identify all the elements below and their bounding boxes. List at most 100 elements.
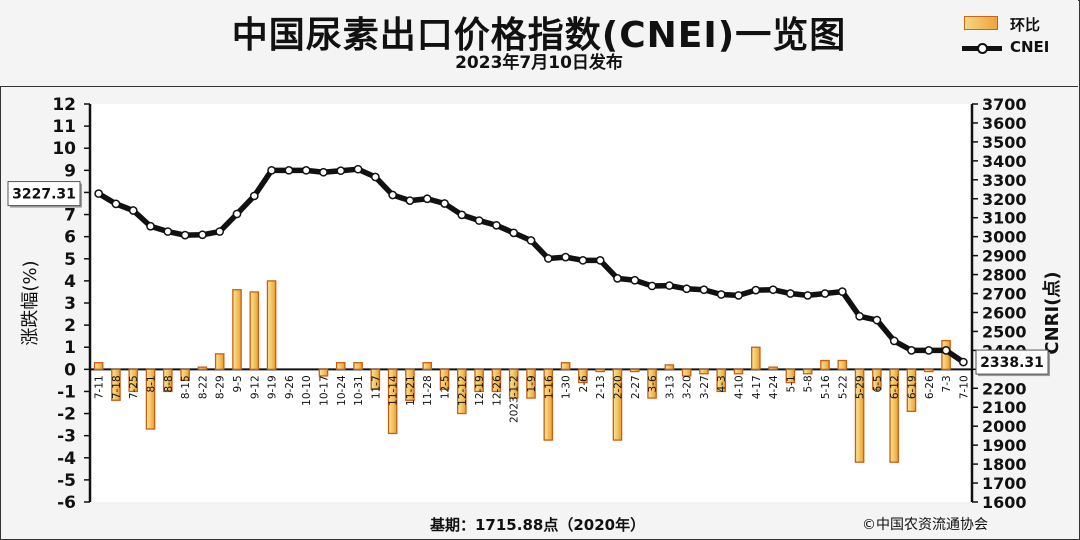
right-tick-label: 2000: [982, 417, 1027, 436]
right-tick-label: 1900: [982, 436, 1027, 455]
category-label: 11-7: [370, 375, 382, 399]
category-label: 3-27: [699, 375, 711, 399]
bar: [578, 368, 588, 384]
cnei-point: [595, 256, 605, 265]
left-tick-label: -6: [57, 493, 76, 513]
right-tick-label: 3000: [982, 228, 1027, 247]
right-tick-label: 2100: [982, 398, 1027, 417]
left-tick-label: 9: [64, 161, 76, 181]
right-tick-label: 1800: [982, 455, 1027, 474]
legend-item-line: CNEI: [962, 36, 1072, 60]
right-tick-label: 3300: [982, 171, 1027, 190]
left-tick-label: 6: [64, 228, 76, 248]
bar: [854, 368, 865, 463]
bar: [595, 368, 605, 373]
category-label: 5-8: [803, 375, 815, 392]
category-label: 9-19: [267, 375, 279, 399]
category-label: 2-20: [612, 375, 624, 399]
bar: [474, 368, 484, 393]
bar: [872, 368, 882, 390]
cnei-point: [665, 281, 674, 290]
right-tick-label: 3500: [982, 133, 1027, 152]
bar: [802, 368, 813, 375]
cnei-point: [267, 165, 276, 175]
legend-label-bar: 环比: [1010, 16, 1041, 34]
cnei-point: [959, 357, 968, 367]
bar: [422, 362, 433, 370]
category-label: 10-31: [353, 375, 365, 406]
category-label: 6-26: [924, 375, 936, 399]
category-label: 2-6: [578, 375, 590, 392]
cnei-point: [198, 230, 207, 240]
cnei-point: [180, 230, 190, 240]
cnei-point: [336, 166, 346, 176]
left-tick-label: 12: [52, 95, 76, 115]
left-tick-label: 11: [52, 117, 76, 137]
category-label: 12-19: [474, 375, 486, 406]
cnei-point: [388, 190, 397, 200]
category-label: 2-27: [630, 375, 642, 399]
cnei-point: [509, 228, 519, 238]
right-tick-label: 2200: [982, 379, 1027, 398]
left-tick-label: 4: [64, 272, 76, 292]
right-tick-label: 3600: [982, 114, 1027, 133]
bar: [560, 362, 571, 370]
bar: [214, 353, 225, 370]
category-label: 9-12: [249, 375, 261, 399]
cnei-point: [422, 194, 432, 204]
bar: [785, 368, 796, 384]
cnei-point: [457, 210, 467, 220]
legend-item-bar: 环比: [962, 12, 1072, 36]
cnei-point: [889, 336, 899, 346]
category-label: 6-19: [906, 375, 918, 399]
bar: [629, 368, 640, 373]
category-label: 10-17: [318, 375, 330, 406]
cnei-point: [734, 291, 743, 300]
category-label: 3-6: [647, 375, 659, 392]
bar: [335, 362, 346, 370]
category-label: 8-15: [180, 375, 192, 399]
bar: [889, 368, 899, 463]
category-label: 7-10: [958, 375, 970, 399]
cnei-point: [440, 199, 449, 208]
cnei-point: [301, 165, 311, 175]
bar: [681, 368, 692, 377]
left-tick-label: -4: [57, 449, 76, 469]
legend: 环比 CNEI: [962, 12, 1072, 60]
bar: [163, 368, 173, 393]
cnei-point: [215, 227, 225, 236]
bar: [664, 364, 675, 370]
callout-label: 3227.31: [12, 187, 76, 203]
cnei-point: [941, 346, 951, 355]
category-label: 4-10: [734, 375, 746, 399]
category-label: 5-16: [820, 375, 832, 399]
category-label: 10-24: [336, 375, 348, 406]
cnei-point: [924, 346, 934, 355]
bar: [768, 366, 778, 370]
cnei-point: [613, 274, 622, 283]
left-tick-label: 2: [64, 316, 76, 336]
category-label: 4-24: [768, 375, 780, 399]
cnei-point: [786, 289, 795, 298]
category-label: 7-11: [94, 375, 106, 399]
bar: [699, 368, 709, 375]
cnei-point: [561, 252, 570, 262]
cnei-point: [405, 196, 415, 206]
bar: [180, 368, 190, 382]
bar: [543, 368, 554, 441]
category-label: 8-1: [146, 375, 158, 392]
right-tick-label: 2700: [982, 285, 1027, 304]
cnei-point: [820, 289, 830, 298]
category-label: 7-18: [111, 375, 123, 399]
cnei-point: [630, 275, 640, 285]
bar: [439, 368, 450, 390]
category-label: 10-10: [301, 375, 313, 406]
left-axis-title: 涨跌幅(%): [20, 260, 41, 345]
left-tick-label: 1: [64, 338, 76, 358]
callout-box: [975, 349, 1049, 375]
category-label: 8-22: [197, 375, 209, 399]
bar: [111, 368, 121, 401]
category-label: 12-26: [491, 375, 503, 406]
category-label: 4-17: [751, 375, 763, 399]
